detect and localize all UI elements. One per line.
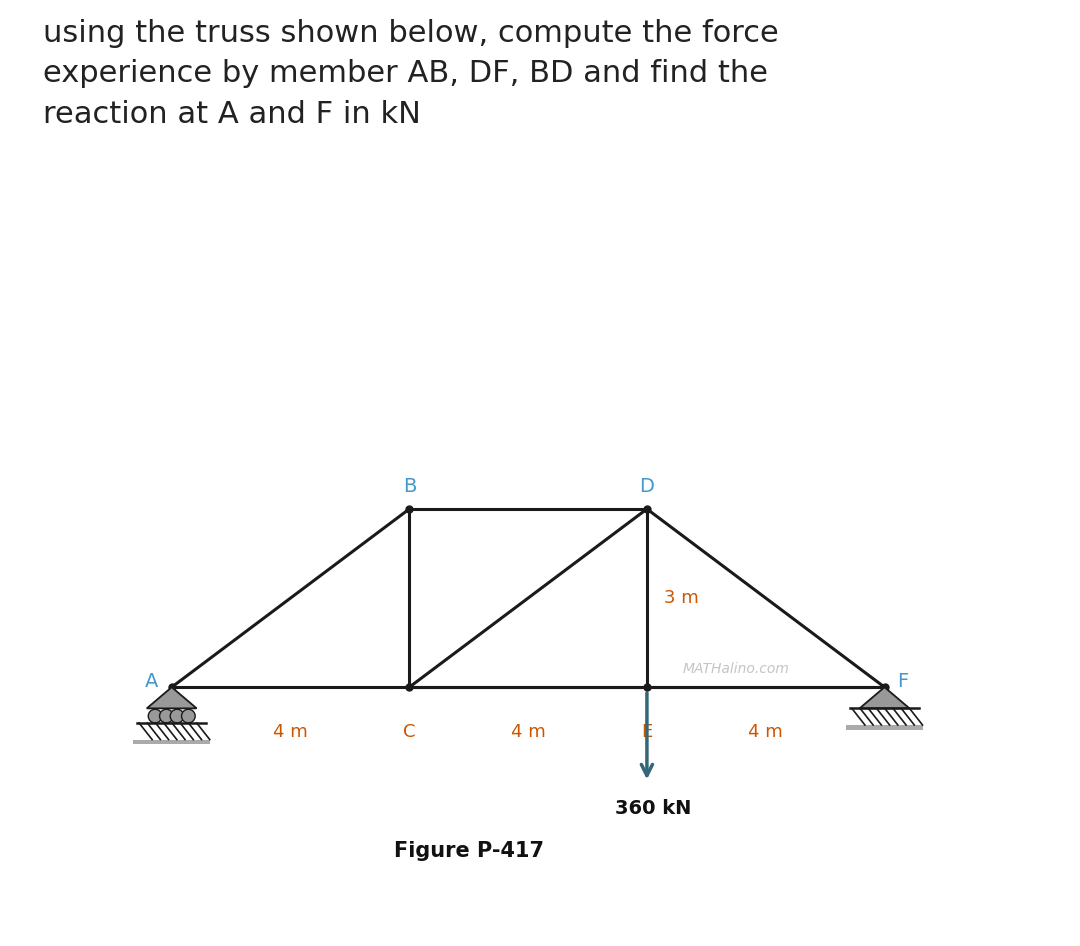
Text: 3 m: 3 m: [663, 589, 699, 607]
Bar: [133, 740, 211, 745]
Text: D: D: [639, 477, 654, 496]
Text: F: F: [897, 672, 909, 691]
Polygon shape: [147, 687, 197, 709]
Text: C: C: [403, 723, 416, 741]
Polygon shape: [860, 687, 909, 709]
Circle shape: [160, 710, 173, 723]
Text: A: A: [146, 672, 159, 691]
Circle shape: [171, 710, 184, 723]
Circle shape: [148, 710, 162, 723]
Text: MATHalino.com: MATHalino.com: [683, 662, 789, 676]
Text: 360 kN: 360 kN: [615, 799, 691, 818]
Bar: [846, 725, 923, 729]
Text: 4 m: 4 m: [511, 723, 545, 741]
Text: E: E: [642, 723, 652, 741]
Text: 4 m: 4 m: [273, 723, 308, 741]
Circle shape: [181, 710, 195, 723]
Text: using the truss shown below, compute the force
experience by member AB, DF, BD a: using the truss shown below, compute the…: [43, 19, 779, 129]
Text: B: B: [403, 477, 416, 496]
Text: Figure P-417: Figure P-417: [394, 840, 543, 861]
Text: 4 m: 4 m: [748, 723, 783, 741]
